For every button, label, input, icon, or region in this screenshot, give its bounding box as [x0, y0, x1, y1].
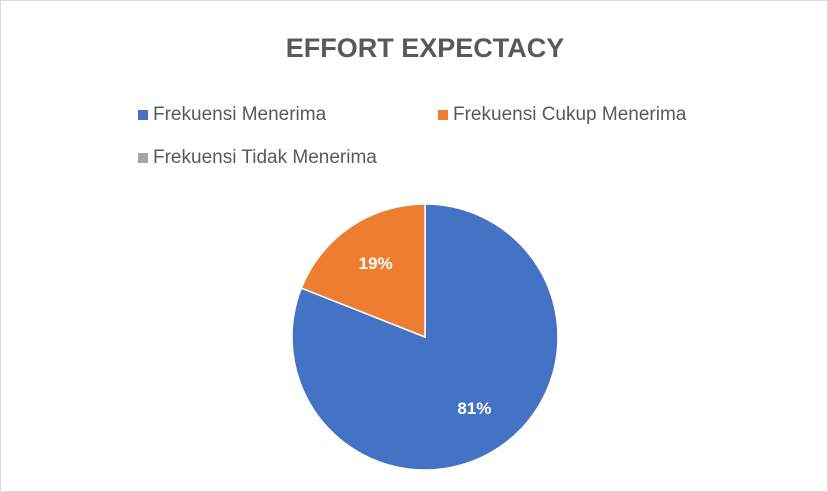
legend-swatch [138, 110, 148, 120]
data-label: 19% [359, 254, 393, 273]
chart-title: EFFORT EXPECTACY [286, 33, 565, 63]
data-label: 81% [457, 399, 491, 418]
legend-label: Frekuensi Menerima [153, 104, 327, 125]
legend-label: Frekuensi Tidak Menerima [153, 147, 377, 168]
legend-swatch [138, 153, 148, 163]
legend-label: Frekuensi Cukup Menerima [453, 104, 687, 125]
pie-slice [300, 203, 426, 339]
legend-swatch [438, 110, 448, 120]
